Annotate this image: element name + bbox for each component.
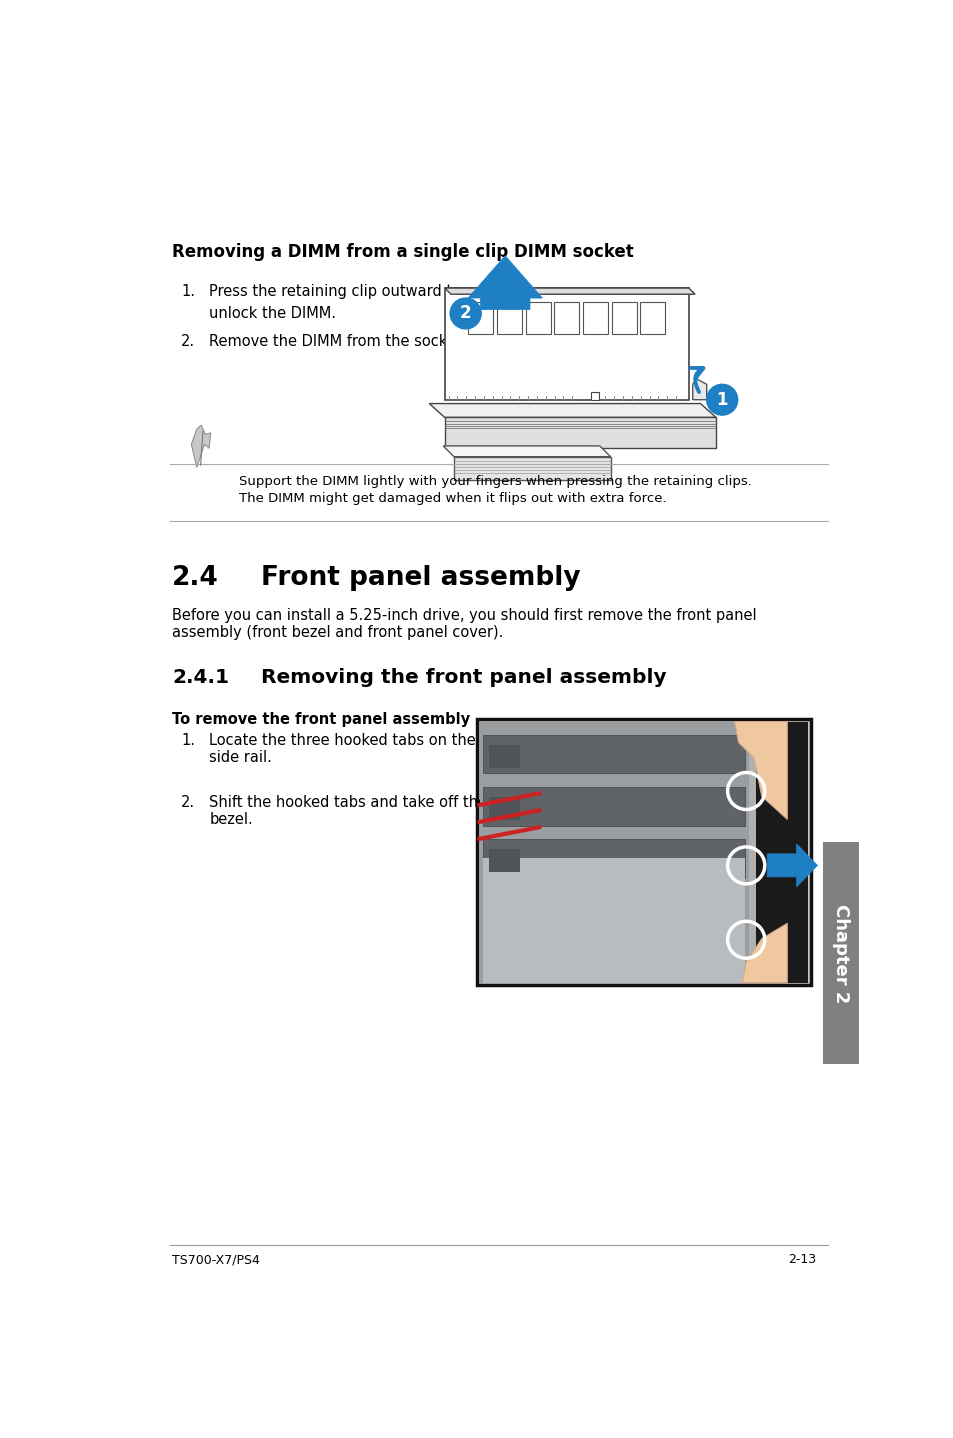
- Bar: [483, 735, 744, 774]
- Polygon shape: [734, 722, 786, 820]
- Bar: [468, 302, 493, 334]
- Bar: [488, 745, 519, 768]
- Text: Remove the DIMM from the socket.: Remove the DIMM from the socket.: [209, 334, 466, 349]
- Bar: [822, 843, 858, 1064]
- Text: bezel.: bezel.: [209, 811, 253, 827]
- Bar: [755, 722, 807, 982]
- Bar: [476, 719, 810, 985]
- Circle shape: [706, 384, 737, 416]
- Text: assembly (front bezel and front panel cover).: assembly (front bezel and front panel co…: [172, 624, 503, 640]
- Polygon shape: [766, 844, 817, 887]
- Text: Support the DIMM lightly with your fingers when pressing the retaining clips.: Support the DIMM lightly with your finge…: [239, 475, 752, 487]
- Polygon shape: [741, 923, 786, 982]
- Polygon shape: [444, 417, 716, 449]
- Text: Locate the three hooked tabs on the chassis: Locate the three hooked tabs on the chas…: [209, 733, 534, 748]
- Text: Removing a DIMM from a single clip DIMM socket: Removing a DIMM from a single clip DIMM …: [172, 243, 633, 262]
- Text: 1.: 1.: [181, 285, 195, 299]
- Text: 2.4: 2.4: [172, 565, 218, 591]
- Text: 2.: 2.: [181, 334, 195, 349]
- Bar: [479, 722, 807, 982]
- Polygon shape: [443, 446, 610, 457]
- Text: 2-13: 2-13: [788, 1254, 816, 1267]
- Bar: [483, 787, 744, 825]
- Bar: [591, 393, 598, 400]
- Text: 1.: 1.: [181, 733, 195, 748]
- Polygon shape: [692, 380, 706, 400]
- Bar: [483, 858, 744, 982]
- Text: 2.: 2.: [181, 795, 195, 810]
- Text: Chapter 2: Chapter 2: [831, 903, 849, 1004]
- Text: 2.4.1: 2.4.1: [172, 667, 229, 687]
- Bar: [639, 302, 664, 334]
- Polygon shape: [192, 426, 211, 467]
- Polygon shape: [444, 288, 695, 295]
- Text: Press the retaining clip outward to
unlock the DIMM.: Press the retaining clip outward to unlo…: [209, 285, 460, 322]
- Text: Before you can install a 5.25-inch drive, you should first remove the front pane: Before you can install a 5.25-inch drive…: [172, 608, 756, 623]
- Polygon shape: [468, 256, 542, 309]
- Polygon shape: [429, 404, 716, 417]
- Bar: [479, 722, 748, 982]
- Text: To remove the front panel assembly: To remove the front panel assembly: [172, 712, 470, 726]
- Bar: [497, 302, 521, 334]
- Text: TS700-X7/PS4: TS700-X7/PS4: [172, 1254, 259, 1267]
- Text: Removing the front panel assembly: Removing the front panel assembly: [261, 667, 666, 687]
- Bar: [554, 302, 578, 334]
- Circle shape: [450, 298, 480, 329]
- Bar: [483, 840, 744, 877]
- Bar: [582, 302, 607, 334]
- Text: 2: 2: [459, 305, 471, 322]
- Text: The DIMM might get damaged when it flips out with extra force.: The DIMM might get damaged when it flips…: [239, 492, 666, 505]
- Text: Shift the hooked tabs and take off the front: Shift the hooked tabs and take off the f…: [209, 795, 526, 810]
- Polygon shape: [454, 457, 610, 480]
- Polygon shape: [444, 288, 688, 400]
- Text: 1: 1: [716, 391, 727, 408]
- Bar: [525, 302, 550, 334]
- Bar: [611, 302, 636, 334]
- Text: side rail.: side rail.: [209, 751, 272, 765]
- Text: Front panel assembly: Front panel assembly: [261, 565, 580, 591]
- Bar: [488, 797, 519, 820]
- Bar: [488, 850, 519, 873]
